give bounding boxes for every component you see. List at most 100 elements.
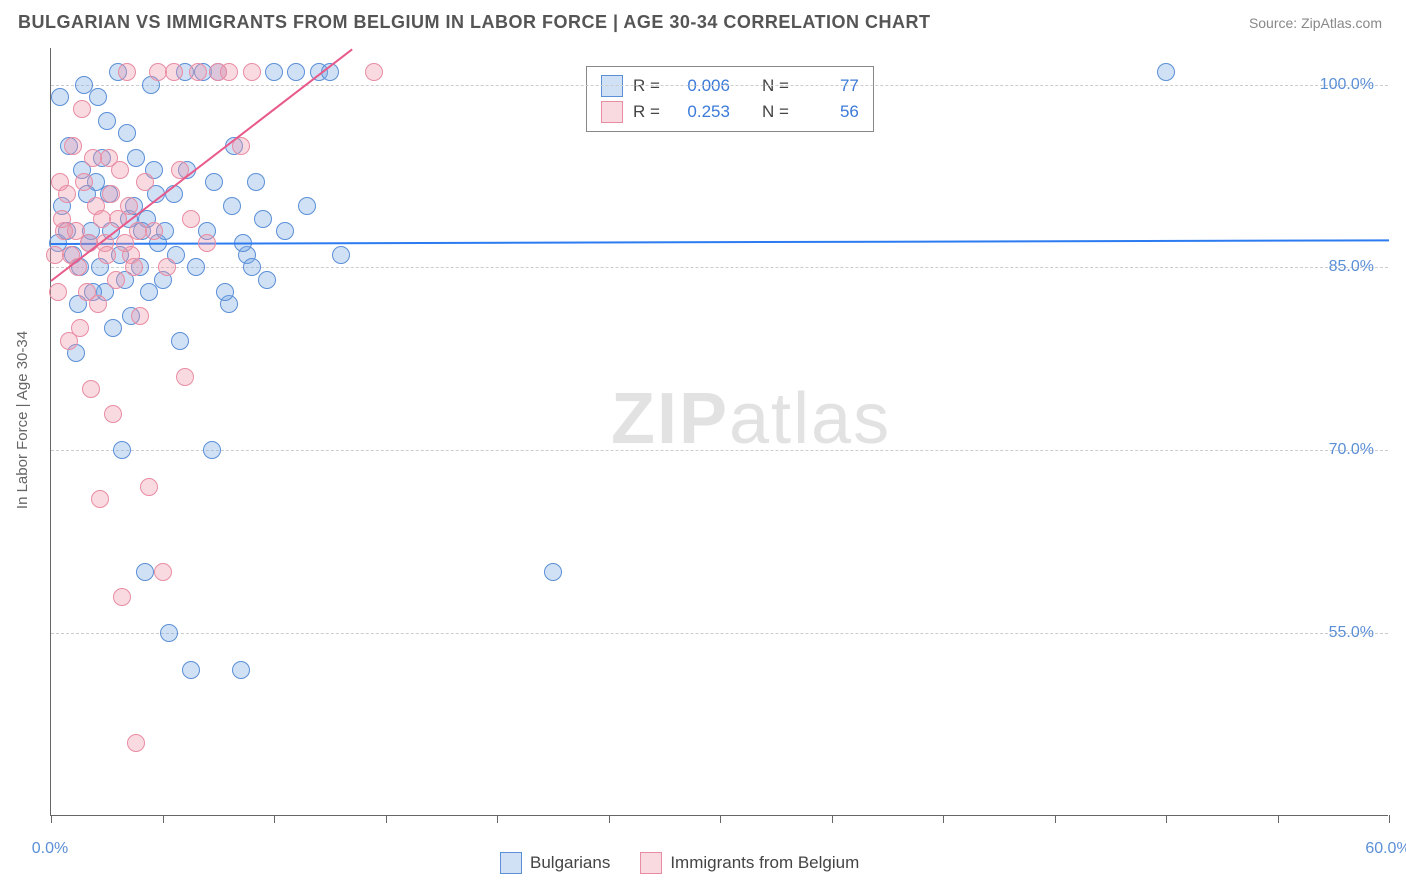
scatter-point (64, 137, 82, 155)
scatter-point (89, 295, 107, 313)
trend-line (51, 239, 1389, 245)
legend-series-name: Bulgarians (530, 853, 610, 873)
scatter-point (223, 197, 241, 215)
y-tick-label: 85.0% (1329, 258, 1374, 276)
scatter-point (140, 283, 158, 301)
gridline-h (51, 450, 1388, 451)
scatter-point (104, 405, 122, 423)
scatter-point (113, 588, 131, 606)
scatter-point (171, 332, 189, 350)
scatter-point (165, 185, 183, 203)
x-tick (832, 815, 833, 823)
scatter-point (176, 368, 194, 386)
x-tick (51, 815, 52, 823)
scatter-point (71, 319, 89, 337)
scatter-point (189, 63, 207, 81)
correlation-legend: R =0.006N =77R =0.253N =56 (586, 66, 874, 132)
legend-swatch-icon (601, 101, 623, 123)
scatter-point (98, 112, 116, 130)
legend-row: R =0.006N =77 (601, 73, 859, 99)
x-tick-label: 0.0% (32, 840, 68, 858)
scatter-point (298, 197, 316, 215)
x-tick (163, 815, 164, 823)
scatter-point (111, 161, 129, 179)
scatter-point (205, 173, 223, 191)
scatter-point (254, 210, 272, 228)
header: BULGARIAN VS IMMIGRANTS FROM BELGIUM IN … (0, 0, 1406, 41)
scatter-point (102, 185, 120, 203)
scatter-point (140, 478, 158, 496)
scatter-point (131, 307, 149, 325)
scatter-point (243, 258, 261, 276)
legend-n-value: 56 (799, 102, 859, 122)
scatter-point (187, 258, 205, 276)
scatter-point (165, 63, 183, 81)
x-tick-label: 60.0% (1365, 840, 1406, 858)
scatter-point (232, 661, 250, 679)
x-tick (1278, 815, 1279, 823)
legend-r-label: R = (633, 102, 660, 122)
gridline-h (51, 633, 1388, 634)
legend-n-value: 77 (799, 76, 859, 96)
scatter-point (287, 63, 305, 81)
scatter-point (136, 563, 154, 581)
watermark: ZIPatlas (611, 378, 891, 460)
legend-n-label: N = (762, 102, 789, 122)
legend-r-label: R = (633, 76, 660, 96)
x-tick (720, 815, 721, 823)
scatter-point (1157, 63, 1175, 81)
scatter-point (51, 88, 69, 106)
scatter-point (182, 210, 200, 228)
x-tick (609, 815, 610, 823)
scatter-point (75, 173, 93, 191)
scatter-point (216, 283, 234, 301)
scatter-point (243, 63, 261, 81)
y-axis-label: In Labor Force | Age 30-34 (14, 331, 31, 509)
scatter-point (332, 246, 350, 264)
scatter-point (113, 441, 131, 459)
scatter-point (107, 271, 125, 289)
series-legend: Bulgarians Immigrants from Belgium (500, 852, 859, 874)
y-tick-label: 100.0% (1320, 76, 1374, 94)
y-tick-label: 70.0% (1329, 441, 1374, 459)
scatter-point (58, 185, 76, 203)
scatter-point (154, 563, 172, 581)
scatter-point (118, 124, 136, 142)
scatter-point (49, 283, 67, 301)
scatter-point (258, 271, 276, 289)
legend-swatch-icon (500, 852, 522, 874)
source-label: Source: ZipAtlas.com (1249, 15, 1382, 31)
x-tick (1166, 815, 1167, 823)
scatter-point (544, 563, 562, 581)
legend-swatch-icon (640, 852, 662, 874)
x-tick (1389, 815, 1390, 823)
legend-r-value: 0.253 (670, 102, 730, 122)
chart-plot-area: ZIPatlas R =0.006N =77R =0.253N =56 55.0… (50, 48, 1388, 816)
scatter-point (182, 661, 200, 679)
x-tick (386, 815, 387, 823)
legend-item: Immigrants from Belgium (640, 852, 859, 874)
scatter-point (127, 149, 145, 167)
scatter-point (127, 734, 145, 752)
legend-row: R = 0.253 N = 56 (601, 99, 859, 125)
x-tick (274, 815, 275, 823)
scatter-point (198, 234, 216, 252)
legend-series-name: Immigrants from Belgium (670, 853, 859, 873)
x-tick (943, 815, 944, 823)
chart-title: BULGARIAN VS IMMIGRANTS FROM BELGIUM IN … (18, 12, 931, 33)
x-tick (1055, 815, 1056, 823)
y-tick-label: 55.0% (1329, 624, 1374, 642)
scatter-point (247, 173, 265, 191)
scatter-point (84, 149, 102, 167)
watermark-bold: ZIP (611, 379, 729, 459)
gridline-h (51, 85, 1388, 86)
watermark-light: atlas (729, 379, 891, 459)
scatter-point (145, 222, 163, 240)
scatter-point (136, 173, 154, 191)
scatter-point (118, 63, 136, 81)
scatter-point (129, 222, 147, 240)
legend-n-label: N = (762, 76, 789, 96)
scatter-point (160, 624, 178, 642)
scatter-point (276, 222, 294, 240)
scatter-point (82, 380, 100, 398)
